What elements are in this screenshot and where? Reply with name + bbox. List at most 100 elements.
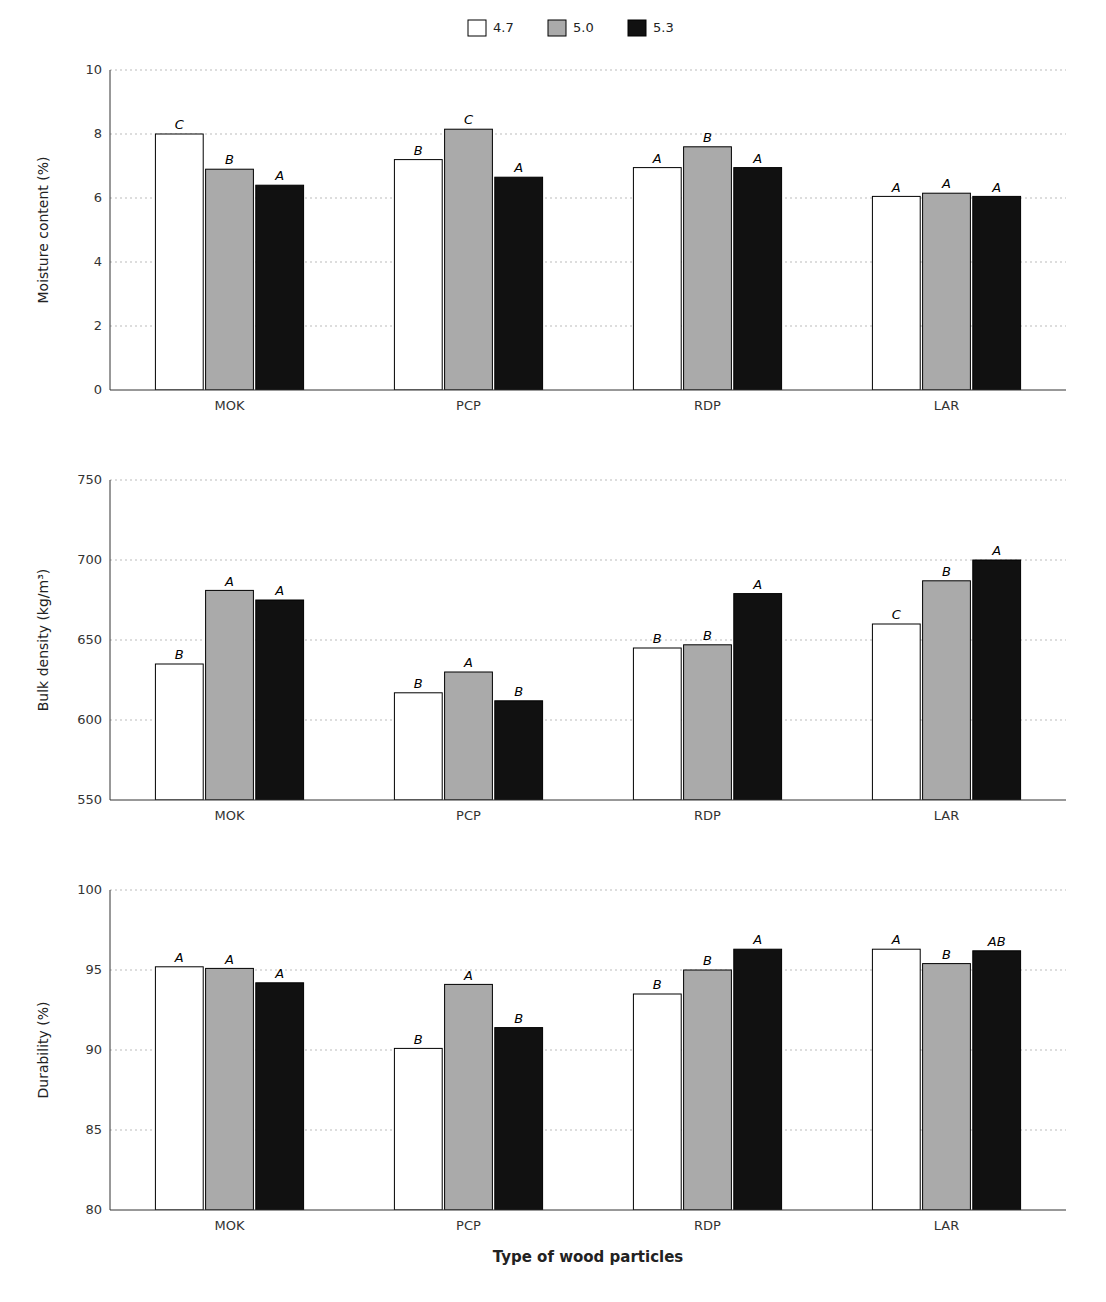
y-tick-label: 650 bbox=[77, 632, 102, 647]
x-tick-label: MOK bbox=[215, 1218, 245, 1233]
bar-annotation: A bbox=[652, 151, 662, 166]
x-axis-label: Type of wood particles bbox=[493, 1248, 684, 1266]
y-tick-label: 4 bbox=[94, 254, 102, 269]
y-axis-line bbox=[110, 70, 111, 390]
bar bbox=[256, 600, 304, 800]
bar-annotation: A bbox=[891, 932, 901, 947]
bar-annotation: A bbox=[941, 176, 951, 191]
bar bbox=[734, 168, 782, 390]
y-tick-label: 10 bbox=[85, 62, 102, 77]
bars bbox=[155, 129, 1020, 390]
bar bbox=[155, 134, 203, 390]
bar-annotation: B bbox=[653, 631, 662, 646]
y-axis-line bbox=[110, 890, 111, 1210]
bar bbox=[973, 560, 1021, 800]
y-tick-label: 80 bbox=[85, 1202, 102, 1217]
y-tick-label: 2 bbox=[94, 318, 102, 333]
y-tick-label: 750 bbox=[77, 472, 102, 487]
bar bbox=[973, 196, 1021, 390]
y-tick-label: 95 bbox=[85, 962, 102, 977]
bar-annotation: A bbox=[752, 932, 762, 947]
x-tick-label: LAR bbox=[934, 808, 959, 823]
bar bbox=[394, 693, 442, 800]
x-tick-label: LAR bbox=[934, 1218, 959, 1233]
panel: 550600650700750BBBCAABBABAAMOKPCPRDPLARB… bbox=[35, 472, 1066, 824]
bar bbox=[923, 581, 971, 800]
bar-annotation: C bbox=[464, 112, 474, 127]
bar-annotation: A bbox=[752, 577, 762, 592]
bar bbox=[206, 590, 254, 800]
bars bbox=[155, 560, 1020, 800]
y-tick-label: 85 bbox=[85, 1122, 102, 1137]
bars bbox=[155, 949, 1020, 1210]
bar bbox=[445, 672, 493, 800]
grid-line bbox=[110, 70, 1066, 71]
bar bbox=[495, 701, 543, 800]
bar bbox=[872, 196, 920, 390]
grid-line bbox=[110, 480, 1066, 481]
bar bbox=[394, 160, 442, 390]
bar bbox=[734, 949, 782, 1210]
panel: 0246810CBAABCBAAAAAMOKPCPRDPLARMoisture … bbox=[35, 62, 1066, 414]
bar-annotation: A bbox=[752, 151, 762, 166]
bar-annotation: B bbox=[225, 152, 234, 167]
annotations: ABBAAABBABAAB bbox=[174, 932, 1006, 1046]
bar-annotation: B bbox=[703, 628, 712, 643]
legend-swatch bbox=[548, 20, 566, 36]
bar bbox=[633, 168, 681, 390]
bar bbox=[445, 984, 493, 1210]
figure: 0246810CBAABCBAAAAAMOKPCPRDPLARMoisture … bbox=[0, 0, 1106, 1302]
bar-annotation: A bbox=[274, 583, 284, 598]
y-axis-line bbox=[110, 480, 111, 800]
y-tick-label: 0 bbox=[94, 382, 102, 397]
bar bbox=[394, 1048, 442, 1210]
grid-line bbox=[110, 560, 1066, 561]
bar-annotation: A bbox=[463, 655, 473, 670]
bar-annotation: B bbox=[514, 1011, 523, 1026]
bar bbox=[684, 645, 732, 800]
bar bbox=[256, 983, 304, 1210]
bar bbox=[684, 147, 732, 390]
bar bbox=[872, 949, 920, 1210]
legend-label: 4.7 bbox=[493, 20, 514, 35]
bar-annotation: B bbox=[703, 130, 712, 145]
y-tick-label: 90 bbox=[85, 1042, 102, 1057]
x-axis-line bbox=[110, 1210, 1066, 1211]
x-tick-label: RDP bbox=[694, 398, 721, 413]
x-tick-label: MOK bbox=[215, 808, 245, 823]
bar-annotation: B bbox=[414, 1032, 423, 1047]
x-tick-label: RDP bbox=[694, 1218, 721, 1233]
bar bbox=[684, 970, 732, 1210]
y-axis-label: Bulk density (kg/m³) bbox=[35, 569, 51, 712]
bar bbox=[973, 951, 1021, 1210]
bar-annotation: A bbox=[513, 160, 523, 175]
bar bbox=[872, 624, 920, 800]
panel: 80859095100ABBAAABBABAABMOKPCPRDPLARDura… bbox=[35, 882, 1066, 1267]
bar-annotation: A bbox=[224, 952, 234, 967]
x-tick-label: PCP bbox=[456, 1218, 481, 1233]
bar-annotation: B bbox=[653, 977, 662, 992]
legend-label: 5.3 bbox=[653, 20, 674, 35]
bar-annotation: B bbox=[175, 647, 184, 662]
legend: 4.75.05.3 bbox=[468, 20, 674, 37]
bar bbox=[495, 1028, 543, 1210]
y-tick-label: 700 bbox=[77, 552, 102, 567]
x-axis-line bbox=[110, 390, 1066, 391]
bar bbox=[256, 185, 304, 390]
bar-annotation: A bbox=[991, 543, 1001, 558]
y-axis-label: Moisture content (%) bbox=[35, 157, 51, 304]
bar bbox=[155, 967, 203, 1210]
y-tick-label: 600 bbox=[77, 712, 102, 727]
x-tick-label: PCP bbox=[456, 398, 481, 413]
x-axis-line bbox=[110, 800, 1066, 801]
bar-annotation: A bbox=[463, 968, 473, 983]
x-tick-label: LAR bbox=[934, 398, 959, 413]
bar-annotation: B bbox=[414, 143, 423, 158]
y-tick-label: 6 bbox=[94, 190, 102, 205]
grid-line bbox=[110, 890, 1066, 891]
x-tick-label: RDP bbox=[694, 808, 721, 823]
bar-annotation: B bbox=[703, 953, 712, 968]
bar bbox=[633, 648, 681, 800]
grid-line bbox=[110, 134, 1066, 135]
bar bbox=[633, 994, 681, 1210]
